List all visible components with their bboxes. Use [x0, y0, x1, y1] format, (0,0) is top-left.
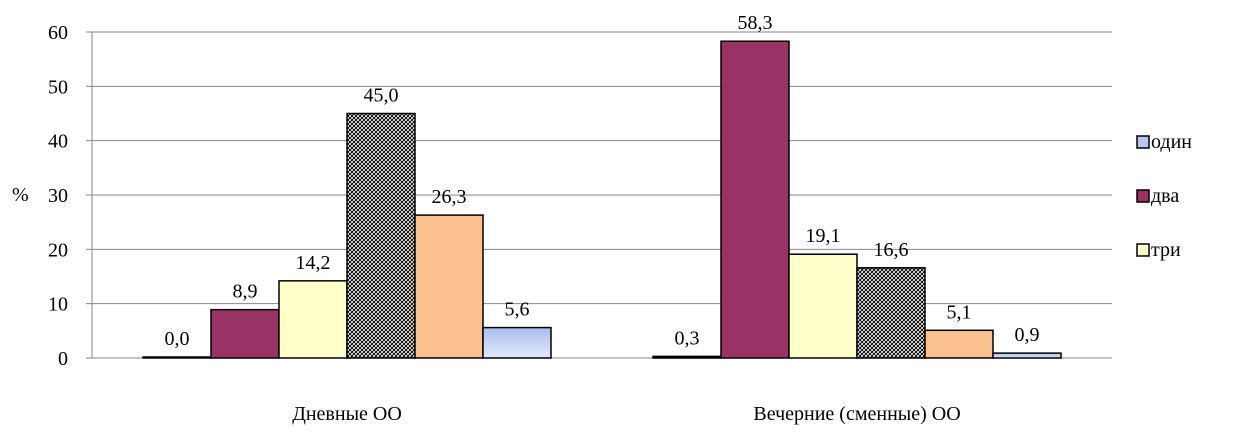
- category-label: Дневные ОО: [292, 403, 402, 425]
- category-label: Вечерние (сменные) ОО: [753, 403, 960, 425]
- y-tick-label: 0: [58, 348, 68, 370]
- data-label: 19,1: [806, 225, 841, 247]
- bar: [720, 40, 790, 359]
- data-label: 0,0: [165, 328, 190, 350]
- legend-label: один: [1151, 131, 1192, 153]
- legend-swatch: [1136, 189, 1150, 203]
- bar: [346, 112, 416, 359]
- bar: [992, 352, 1062, 359]
- data-label: 0,3: [675, 327, 700, 349]
- legend-swatch: [1136, 243, 1150, 257]
- data-label: 8,9: [233, 281, 258, 303]
- y-tick-label: 50: [48, 76, 68, 98]
- bars: [142, 40, 1062, 359]
- y-tick-label: 20: [48, 239, 68, 261]
- y-tick-label: 40: [48, 131, 68, 153]
- bar: [142, 356, 212, 359]
- data-label: 58,3: [738, 12, 773, 34]
- legend-label: два: [1151, 185, 1179, 207]
- y-tick-label: 60: [48, 22, 68, 44]
- bar: [652, 355, 722, 359]
- data-label: 0,9: [1015, 324, 1040, 346]
- bar: [278, 280, 348, 359]
- bar: [482, 326, 552, 359]
- data-labels: 0,0 8,9 14,2 45,0 26,3 5,6 0,3 58,3 19,1 16,6 5,1 0…: [165, 12, 1040, 350]
- legend-swatch: [1136, 135, 1150, 149]
- bar: [210, 308, 280, 359]
- data-label: 16,6: [874, 239, 909, 261]
- data-label: 26,3: [432, 186, 467, 208]
- data-label: 5,6: [505, 299, 530, 321]
- bar: [414, 214, 484, 359]
- bar: [924, 329, 994, 359]
- y-tick-label: 30: [48, 185, 68, 207]
- bar: [856, 267, 926, 359]
- legend-label: три: [1151, 239, 1181, 261]
- category-labels: Дневные ОО Вечерние (сменные) ОО: [292, 403, 960, 425]
- data-label: 45,0: [364, 85, 399, 107]
- gridlines: [92, 31, 1112, 359]
- bar: [788, 253, 858, 359]
- data-label: 5,1: [947, 301, 972, 323]
- data-label: 14,2: [296, 252, 331, 274]
- y-tick-label: 10: [48, 294, 68, 316]
- y-axis-label: %: [12, 184, 29, 206]
- legend: один два три: [1136, 131, 1192, 261]
